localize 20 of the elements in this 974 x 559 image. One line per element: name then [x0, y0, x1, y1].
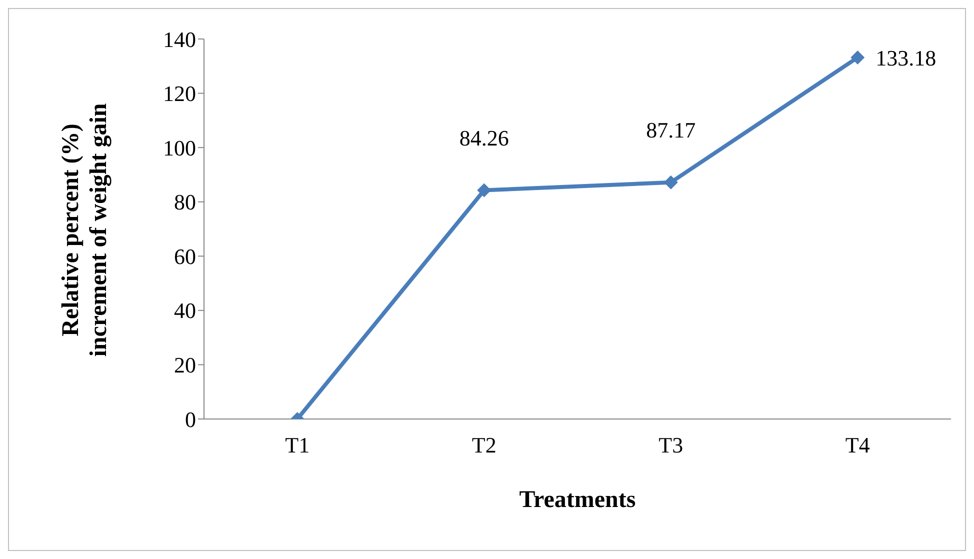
x-tick-label: T4: [845, 432, 870, 458]
data-label: 133.18: [876, 46, 936, 71]
x-tick-label: T1: [285, 432, 310, 458]
y-tick-label: 120: [163, 81, 196, 106]
point: [477, 183, 492, 198]
y-tick-label: 80: [174, 190, 196, 215]
x-tick-label: T2: [472, 432, 496, 458]
y-tick-label: 0: [185, 406, 196, 432]
data-label: 87.17: [646, 117, 696, 142]
y-tick-label: 100: [163, 135, 196, 160]
x-tick-label: T3: [658, 432, 684, 458]
point: [664, 175, 678, 190]
data-label: 84.26: [459, 125, 509, 150]
point: [850, 50, 865, 65]
x-axis-title: Treatments: [519, 487, 636, 513]
y-tick-label: 20: [174, 352, 196, 378]
y-tick-label: 40: [174, 298, 196, 324]
y-tick-label: 140: [163, 26, 196, 52]
y-axis-title: Relative percent (%) increment of weight gain: [58, 103, 112, 357]
y-tick-label: 60: [174, 244, 196, 269]
